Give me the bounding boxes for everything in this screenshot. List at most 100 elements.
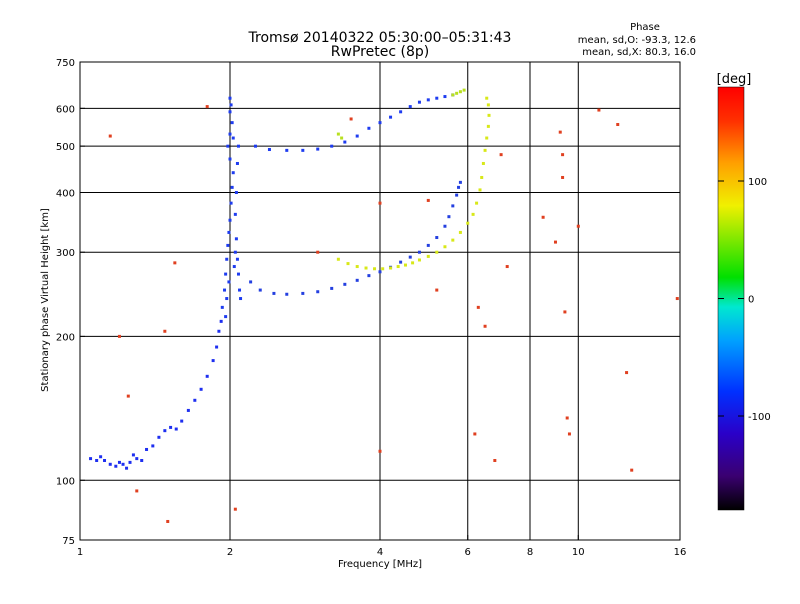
data-point bbox=[343, 282, 347, 286]
data-point bbox=[381, 267, 385, 271]
y-tick-label: 200 bbox=[56, 332, 75, 343]
data-point bbox=[233, 507, 237, 511]
x-tick-label: 2 bbox=[227, 547, 233, 558]
data-point bbox=[443, 245, 447, 249]
data-point bbox=[561, 153, 565, 157]
y-tick-label: 600 bbox=[56, 104, 75, 115]
colorbar-tick-label: 0 bbox=[748, 295, 754, 306]
data-point bbox=[576, 224, 580, 228]
data-point bbox=[114, 464, 118, 468]
data-point bbox=[457, 185, 461, 189]
y-tick-label: 100 bbox=[56, 476, 75, 487]
data-point bbox=[458, 90, 462, 94]
data-point bbox=[553, 240, 557, 244]
data-point bbox=[211, 359, 215, 363]
data-point bbox=[217, 329, 221, 333]
data-point bbox=[230, 121, 234, 125]
data-point bbox=[301, 148, 305, 152]
data-point bbox=[411, 261, 415, 265]
data-point bbox=[135, 489, 139, 493]
data-point bbox=[231, 136, 235, 140]
data-point bbox=[499, 153, 503, 157]
data-point bbox=[301, 291, 305, 295]
data-points bbox=[89, 88, 679, 523]
data-point bbox=[330, 286, 334, 290]
data-point bbox=[478, 188, 482, 192]
x-axis-ticks: 1 2 4 6 8 10 16 bbox=[77, 535, 687, 558]
data-point bbox=[267, 148, 271, 152]
x-tick-label: 4 bbox=[377, 547, 383, 558]
data-point bbox=[558, 130, 562, 134]
data-point bbox=[220, 305, 224, 309]
data-point bbox=[597, 108, 601, 112]
data-point bbox=[151, 444, 155, 448]
data-point bbox=[340, 136, 344, 140]
data-point bbox=[480, 175, 484, 179]
data-point bbox=[426, 198, 430, 202]
x-tick-label: 8 bbox=[527, 547, 533, 558]
data-point bbox=[174, 427, 178, 431]
data-point bbox=[236, 144, 240, 148]
data-point bbox=[249, 280, 253, 284]
data-point bbox=[99, 455, 103, 459]
stats-o-line: mean, sd,O: -93.3, 12.6 bbox=[578, 35, 696, 46]
data-point bbox=[224, 272, 228, 276]
data-point bbox=[417, 258, 421, 262]
y-tick-label: 300 bbox=[56, 248, 75, 259]
data-point bbox=[367, 126, 371, 130]
chart-title: Tromsø 20140322 05:30:00–05:31:43 bbox=[248, 30, 512, 46]
data-point bbox=[355, 134, 359, 138]
data-point bbox=[336, 257, 340, 261]
data-point bbox=[186, 408, 190, 412]
data-point bbox=[349, 117, 353, 121]
x-tick-label: 10 bbox=[572, 547, 585, 558]
data-point bbox=[316, 147, 320, 151]
data-point bbox=[355, 265, 359, 269]
data-point bbox=[108, 462, 112, 466]
data-point bbox=[367, 274, 371, 278]
data-point bbox=[285, 292, 289, 296]
data-point bbox=[455, 193, 459, 197]
data-point bbox=[233, 212, 237, 216]
data-point bbox=[253, 144, 257, 148]
data-point bbox=[417, 100, 421, 104]
data-point bbox=[426, 254, 430, 258]
data-point bbox=[675, 297, 679, 301]
data-point bbox=[447, 215, 451, 219]
data-point bbox=[408, 255, 412, 259]
data-point bbox=[235, 161, 239, 165]
data-point bbox=[561, 175, 565, 179]
data-point bbox=[458, 180, 462, 184]
data-point bbox=[180, 419, 184, 423]
data-point bbox=[117, 460, 121, 464]
data-point bbox=[451, 204, 455, 208]
data-point bbox=[493, 458, 497, 462]
data-point bbox=[103, 458, 107, 462]
data-point bbox=[226, 243, 230, 247]
data-point bbox=[485, 96, 489, 100]
data-point bbox=[443, 224, 447, 228]
data-point bbox=[121, 462, 125, 466]
data-point bbox=[455, 91, 459, 95]
data-point bbox=[378, 121, 382, 125]
data-point bbox=[125, 466, 129, 470]
colorbar-tick-label: -100 bbox=[748, 412, 771, 423]
data-point bbox=[417, 250, 421, 254]
data-point bbox=[163, 429, 167, 433]
data-point bbox=[95, 458, 99, 462]
y-tick-label: 750 bbox=[56, 58, 75, 69]
data-point bbox=[378, 449, 382, 453]
data-point bbox=[458, 230, 462, 234]
data-point bbox=[451, 93, 455, 97]
data-point bbox=[140, 458, 144, 462]
colorbar-tick-label: 100 bbox=[748, 177, 767, 188]
data-point bbox=[451, 238, 455, 242]
data-point bbox=[475, 201, 479, 205]
data-point bbox=[483, 148, 487, 152]
data-point bbox=[239, 297, 243, 301]
data-point bbox=[316, 290, 320, 294]
x-tick-label: 16 bbox=[674, 547, 687, 558]
colorbar-ticks: 100 0 -100 bbox=[718, 177, 771, 423]
data-point bbox=[238, 288, 242, 292]
data-point bbox=[169, 425, 173, 429]
